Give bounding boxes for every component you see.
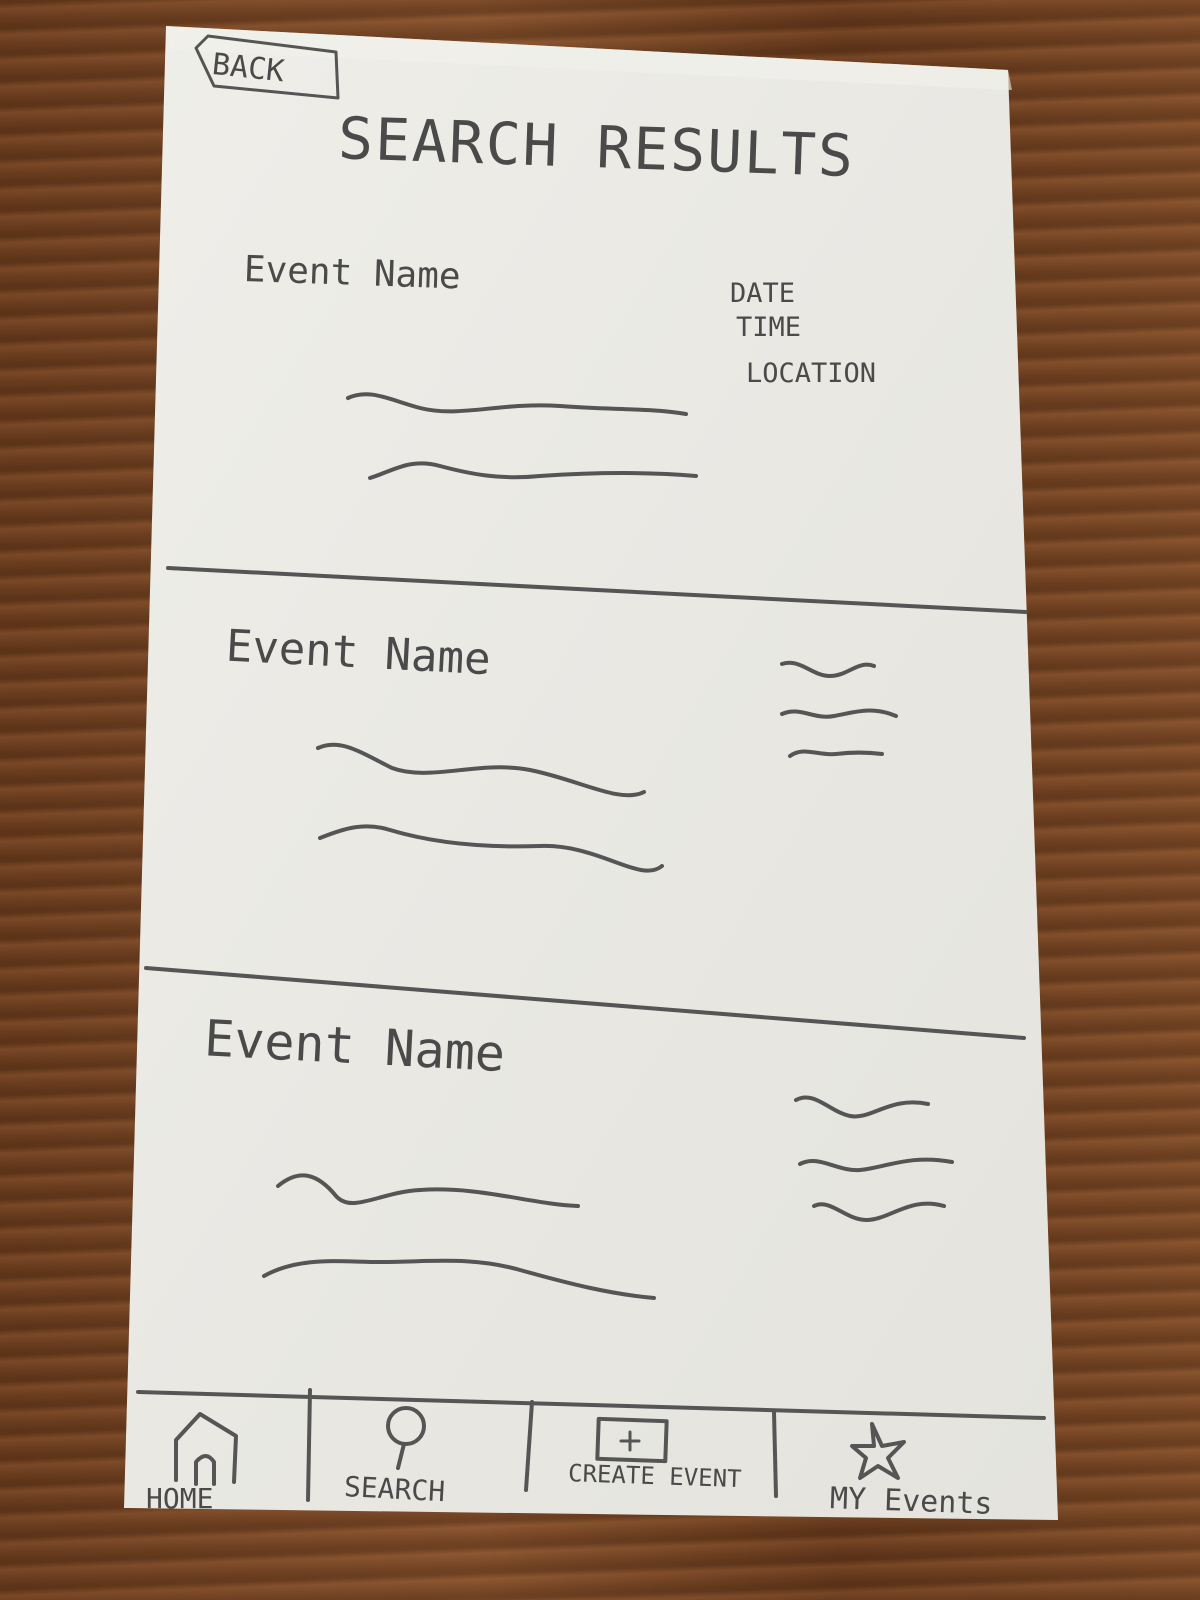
nav-home-label: HOME <box>146 1482 213 1515</box>
details-placeholder-line <box>798 1157 954 1173</box>
bottom-nav-border <box>136 1390 1046 1420</box>
nav-home[interactable]: HOME <box>146 1412 238 1515</box>
nav-create-event-label: CREATE EVENT <box>568 1459 742 1493</box>
star-icon <box>850 1422 906 1480</box>
description-line <box>276 1173 580 1208</box>
nav-my-events[interactable]: MY Events <box>829 1422 993 1522</box>
details-placeholder-line <box>788 749 884 758</box>
result-divider <box>144 966 1026 1040</box>
result-card-1[interactable]: Event Name DATE TIME LOCATION <box>243 249 876 480</box>
nav-search-label: SEARCH <box>343 1470 446 1508</box>
result-divider <box>166 566 1028 614</box>
nav-create-event[interactable]: CREATE EVENT <box>568 1416 742 1493</box>
nav-search[interactable]: SEARCH <box>343 1406 446 1508</box>
nav-separator <box>772 1410 778 1498</box>
result-card-2[interactable]: Event Name <box>225 620 898 873</box>
nav-separator <box>306 1388 312 1502</box>
back-button[interactable]: BACK <box>194 34 340 100</box>
paper-sheet <box>124 26 1058 1520</box>
description-line <box>346 392 688 416</box>
search-icon <box>386 1406 426 1470</box>
details-placeholder-line <box>794 1095 930 1119</box>
nav-separator <box>524 1400 534 1492</box>
event-date-label: DATE <box>730 278 795 309</box>
home-icon <box>174 1412 238 1486</box>
create-event-icon <box>595 1416 669 1464</box>
nav-my-events-label: MY Events <box>829 1481 993 1522</box>
description-line <box>316 742 646 798</box>
event-time-label: TIME <box>736 312 801 343</box>
details-placeholder-line <box>780 660 876 678</box>
description-line <box>368 461 698 480</box>
description-line <box>318 824 664 873</box>
event-name: Event Name <box>243 249 461 298</box>
description-line <box>262 1258 656 1300</box>
details-placeholder-line <box>812 1201 946 1222</box>
event-location-label: LOCATION <box>746 358 876 389</box>
details-placeholder-line <box>780 708 898 719</box>
back-button-label: BACK <box>210 47 286 89</box>
